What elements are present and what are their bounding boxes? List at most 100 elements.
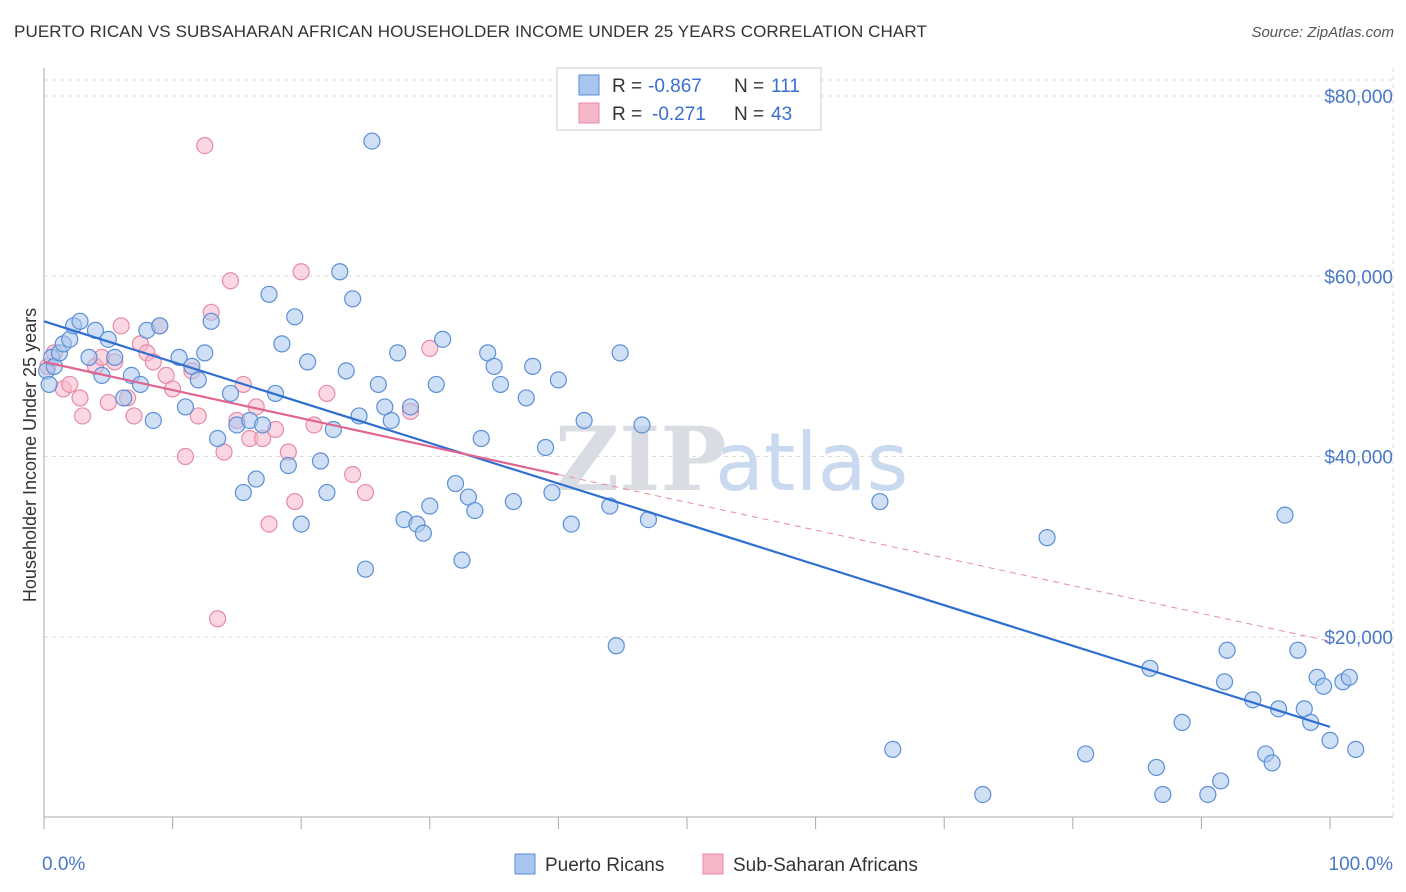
legend-swatch-pink: [578, 102, 600, 124]
puerto-rican-point: [318, 483, 336, 502]
puerto-rican-point: [196, 344, 214, 362]
puerto-rican-point: [491, 375, 510, 394]
puerto-rican-point: [611, 344, 629, 362]
puerto-rican-point: [71, 312, 89, 330]
sub-saharan-point: [196, 136, 214, 155]
puerto-rican-point: [151, 317, 169, 335]
x-tick-label-1: 100.0%: [1329, 854, 1394, 875]
puerto-rican-point: [170, 348, 188, 366]
x-tick-label-0: 0.0%: [42, 854, 85, 875]
puerto-rican-point: [1077, 745, 1095, 763]
y-tick-label-1: $40,000: [1324, 448, 1393, 469]
puerto-rican-point: [421, 497, 439, 515]
puerto-rican-point: [1212, 772, 1230, 790]
sub-saharan-point: [286, 492, 304, 511]
puerto-rican-point: [1215, 673, 1234, 691]
puerto-rican-point: [1147, 758, 1165, 777]
sub-saharan-point: [71, 389, 89, 407]
puerto-rican-point: [247, 470, 265, 488]
puerto-rican-point: [286, 308, 304, 326]
bottom-legend: Puerto Ricans Sub-Saharan Africans: [514, 853, 918, 876]
sub-saharan-point: [125, 407, 143, 425]
puerto-rican-point: [209, 429, 227, 448]
puerto-rican-point: [337, 362, 355, 380]
trendlines: [43, 320, 1331, 728]
y-tick-label-2: $60,000: [1324, 267, 1393, 288]
puerto-rican-point: [1154, 785, 1172, 804]
puerto-rican-point: [504, 492, 522, 511]
puerto-rican-point: [427, 375, 445, 394]
sub-saharan-point: [209, 610, 227, 628]
puerto-rican-point: [884, 740, 902, 759]
puerto-rican-point: [382, 411, 400, 430]
puerto-rican-point: [575, 411, 593, 430]
puerto-rican-point: [871, 492, 889, 511]
puerto-rican-point: [524, 357, 542, 375]
puerto-rican-point: [485, 357, 503, 375]
legend-n-value-2: 43: [771, 104, 792, 125]
sub-saharan-point: [73, 407, 92, 425]
puerto-rican-point: [234, 483, 252, 502]
puerto-rican-point: [106, 348, 124, 366]
legend-n-value-1: 111: [771, 76, 800, 97]
puerto-rican-point: [1218, 641, 1236, 659]
puerto-rican-point: [1038, 529, 1056, 547]
sub-saharan-point: [344, 465, 362, 484]
sub-saharan-point: [99, 393, 117, 412]
puerto-rican-point: [517, 389, 535, 407]
x-tick-labels: 0.0% 100.0%: [42, 854, 1393, 875]
puerto-rican-point: [176, 398, 195, 416]
legend-r-value-1: -0.867: [648, 76, 702, 97]
legend-box: R = -0.867 N = 111 R = -0.271 N = 43: [556, 67, 822, 131]
legend-swatch-blue: [578, 74, 600, 96]
sub-saharan-trendline: [43, 360, 559, 476]
puerto-rican-point: [974, 785, 992, 804]
puerto-rican-point: [363, 132, 381, 150]
puerto-rican-point: [1340, 668, 1358, 686]
puerto-rican-point: [260, 285, 278, 303]
sub-saharan-point: [189, 407, 207, 425]
sub-saharan-point: [260, 515, 278, 533]
puerto-rican-point: [254, 416, 272, 434]
puerto-rican-point: [311, 452, 330, 470]
legend-n-label-1: N =: [734, 76, 764, 97]
sub-saharan-point: [61, 375, 79, 394]
puerto-rican-point: [299, 353, 317, 371]
axes: [43, 68, 1393, 829]
puerto-rican-point: [549, 371, 568, 389]
puerto-rican-point: [1321, 731, 1339, 749]
puerto-rican-point: [401, 398, 420, 416]
puerto-rican-point: [356, 560, 375, 578]
sub-saharan-point: [318, 384, 336, 403]
puerto-rican-point: [414, 524, 432, 542]
puerto-rican-point: [607, 637, 625, 655]
puerto-rican-point: [369, 375, 387, 394]
puerto-rican-point: [273, 335, 291, 353]
bottom-legend-sub-saharan-africans: Sub-Saharan Africans: [733, 855, 918, 876]
y-axis-label: Householder Income Under 25 years: [20, 308, 40, 602]
puerto-rican-point: [1276, 506, 1294, 524]
puerto-rican-point: [202, 312, 220, 330]
y-tick-labels: $20,000 $40,000 $60,000 $80,000: [1324, 87, 1393, 649]
sub-saharan-point: [112, 317, 130, 335]
legend-n-label-2: N =: [734, 104, 764, 125]
puerto-rican-point: [543, 483, 561, 502]
chart-title: PUERTO RICAN VS SUBSAHARAN AFRICAN HOUSE…: [14, 22, 927, 41]
bottom-legend-swatch-pink: [702, 853, 724, 875]
puerto-rican-point: [144, 411, 162, 430]
puerto-rican-point: [292, 515, 310, 533]
legend-r-label-1: R =: [612, 76, 642, 97]
sub-saharan-point: [176, 447, 195, 466]
sub-saharan-point: [356, 483, 375, 502]
puerto-rican-point: [536, 438, 555, 457]
puerto-rican-point: [279, 456, 297, 475]
puerto-rican-point: [1289, 641, 1307, 659]
bottom-legend-puerto-ricans: Puerto Ricans: [545, 855, 664, 876]
puerto-rican-point: [344, 290, 362, 308]
puerto-rican-point: [446, 474, 465, 493]
puerto-rican-point: [389, 344, 407, 362]
puerto-rican-point: [1347, 740, 1365, 759]
puerto-rican-trendline: [43, 320, 1331, 728]
puerto-rican-point: [434, 330, 452, 348]
sub-saharan-point: [221, 272, 240, 290]
